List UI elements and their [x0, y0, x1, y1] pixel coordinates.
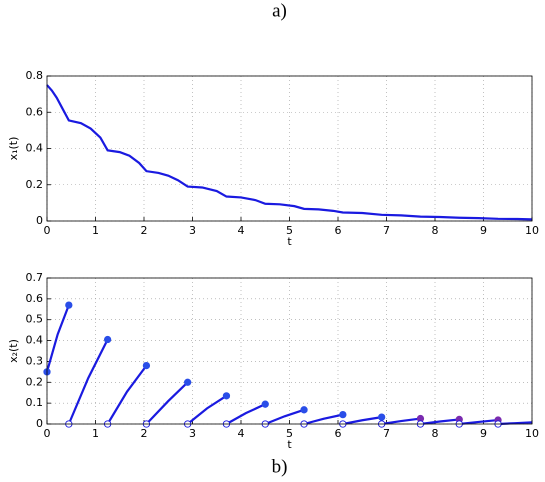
y-tick-label: 0.4 — [26, 142, 44, 155]
y-axis-label: x₂(t) — [7, 339, 20, 363]
x-axis-label: t — [287, 235, 292, 248]
x-tick-label: 7 — [383, 427, 390, 440]
chart-title: b) — [272, 456, 288, 477]
point-marker — [261, 400, 269, 408]
point-marker — [103, 335, 112, 344]
data-line — [67, 339, 109, 425]
x-tick-label: 6 — [335, 427, 342, 440]
x-tick-label: 1 — [92, 427, 99, 440]
point-marker — [377, 413, 386, 421]
x-tick-label: 3 — [189, 224, 196, 237]
data-line — [46, 84, 533, 221]
x-tick-label: 2 — [141, 427, 148, 440]
y-axis-label: x₁(t) — [7, 137, 20, 161]
axes-frame — [46, 75, 533, 222]
x-tick-label: 10 — [525, 224, 539, 237]
y-tick-label: 0.5 — [26, 313, 44, 326]
x-tick-label: 8 — [432, 427, 439, 440]
x-tick-label: 4 — [238, 427, 245, 440]
data-line — [303, 413, 344, 426]
point-marker — [142, 361, 151, 370]
point-marker — [339, 410, 347, 419]
point-marker — [300, 406, 308, 414]
y-tick-label: 0.6 — [26, 292, 44, 305]
data-line — [145, 381, 189, 425]
y-tick-label: 0.1 — [26, 396, 44, 409]
point-marker — [222, 392, 231, 400]
data-line — [459, 418, 499, 426]
data-line — [381, 417, 421, 426]
y-tick-label: 0 — [36, 214, 43, 227]
x-tick-label: 0 — [44, 427, 51, 440]
y-tick-label: 0.8 — [26, 69, 44, 82]
data-line — [186, 394, 228, 425]
x-tick-label: 9 — [480, 427, 487, 440]
axes-frame — [46, 277, 533, 425]
y-tick-label: 0.4 — [26, 334, 44, 347]
y-tick-label: 0.3 — [26, 354, 44, 367]
x-tick-label: 3 — [189, 427, 196, 440]
x-tick-label: 5 — [286, 224, 293, 237]
data-line — [45, 304, 70, 373]
y-tick-label: 0.2 — [26, 178, 44, 191]
chart-title: a) — [272, 0, 287, 21]
x-tick-label: 6 — [335, 224, 342, 237]
x-tick-label: 0 — [44, 224, 51, 237]
x-tick-label: 7 — [383, 224, 390, 237]
point-marker — [183, 378, 192, 386]
data-line — [342, 416, 382, 426]
x-tick-label: 4 — [238, 224, 245, 237]
x-tick-label: 10 — [525, 427, 539, 440]
data-line — [420, 418, 460, 426]
x-tick-label: 1 — [92, 224, 99, 237]
y-tick-label: 0.6 — [26, 105, 44, 118]
y-tick-label: 0.7 — [26, 271, 44, 284]
data-line — [106, 364, 148, 425]
x-tick-label: 5 — [286, 427, 293, 440]
data-line — [225, 403, 266, 425]
data-line — [264, 408, 305, 426]
y-tick-label: 0 — [36, 417, 43, 430]
y-tick-label: 0.2 — [26, 375, 44, 388]
point-marker — [65, 301, 73, 309]
x-axis-label: t — [287, 438, 292, 451]
x-tick-label: 2 — [141, 224, 148, 237]
x-tick-label: 9 — [480, 224, 487, 237]
x-tick-label: 8 — [432, 224, 439, 237]
